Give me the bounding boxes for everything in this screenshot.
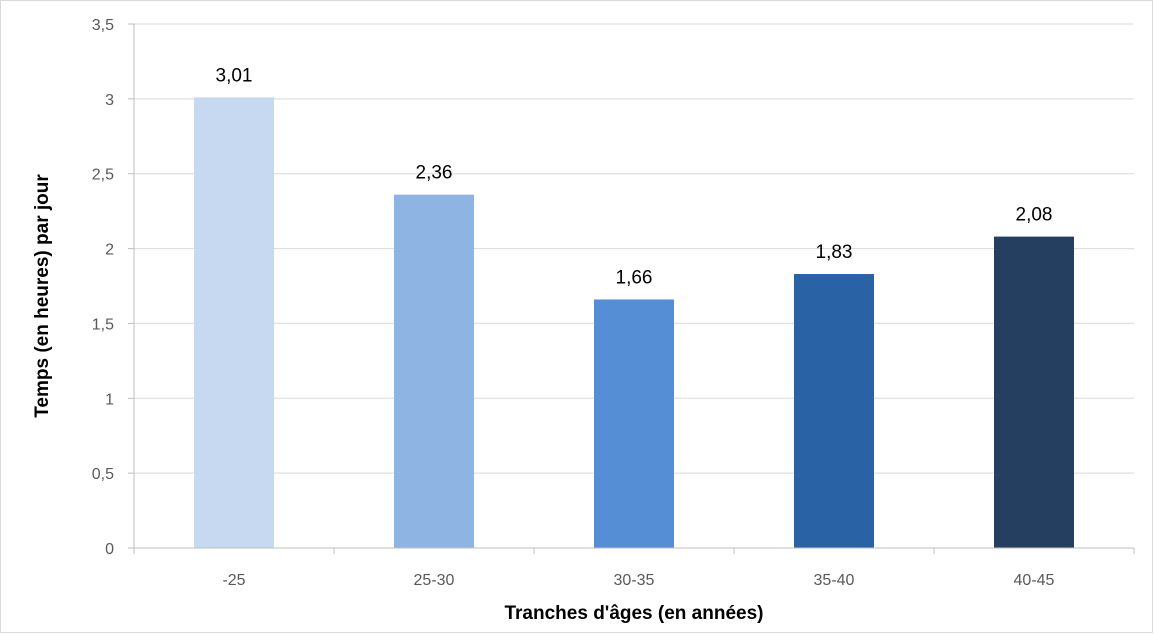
- x-axis: -25 25-30 30-35 35-40 40-45: [133, 547, 1135, 589]
- y-tick-label: 0: [105, 541, 114, 558]
- bar-40-45: [994, 236, 1074, 548]
- x-tick-label: 25-30: [414, 572, 455, 589]
- x-tick-label: -25: [222, 572, 245, 589]
- y-tick-label: 3,5: [92, 17, 114, 34]
- bars: [194, 97, 1074, 549]
- data-label: 2,08: [1016, 205, 1053, 226]
- x-tick-label: 40-45: [1014, 572, 1055, 589]
- data-label: 1,83: [816, 242, 853, 263]
- y-tick-label: 2,5: [92, 167, 114, 184]
- x-axis-title: Tranches d'âges (en années): [504, 603, 763, 624]
- y-tick-label: 1,5: [92, 316, 114, 333]
- data-label: 2,36: [416, 163, 453, 184]
- y-axis-ticks: 0 0,5 1 1,5 2 2,5 3 3,5: [92, 17, 135, 558]
- y-tick-label: 3: [105, 92, 114, 109]
- x-tick-label: 35-40: [814, 572, 855, 589]
- data-label: 3,01: [216, 65, 253, 86]
- bar-25-30: [394, 194, 474, 548]
- y-tick-label: 2: [105, 242, 114, 259]
- bar-35-40: [794, 274, 874, 548]
- y-axis-title: Temps (en heures) par jour: [32, 174, 53, 418]
- data-labels: 3,01 2,36 1,66 1,83 2,08: [216, 65, 1053, 288]
- bar--25: [194, 97, 274, 549]
- y-tick-label: 1: [105, 391, 114, 408]
- x-tick-label: 30-35: [614, 572, 655, 589]
- y-tick-label: 0,5: [92, 466, 114, 483]
- bar-30-35: [594, 299, 674, 548]
- data-label: 1,66: [616, 267, 653, 288]
